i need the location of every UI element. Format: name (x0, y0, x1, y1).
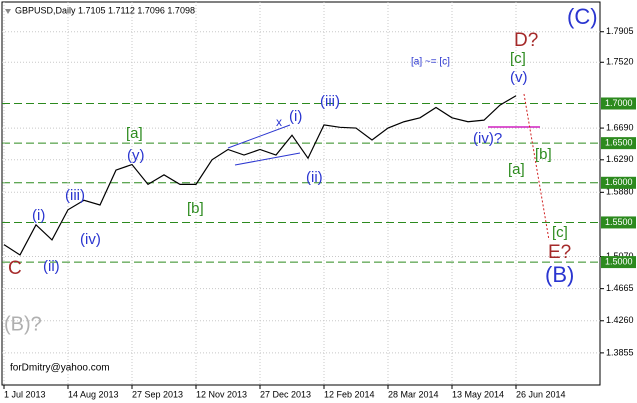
level-tag (601, 256, 636, 269)
note: [a] ~= [c] (411, 57, 450, 68)
wave-label: (C) (567, 4, 598, 29)
wave-label: (i) (289, 108, 302, 125)
wave-label: (B)? (4, 313, 42, 335)
x-tick-label: 27 Dec 2013 (260, 389, 311, 399)
x-tick-label: 28 Mar 2014 (388, 389, 439, 399)
triangle-line (234, 152, 301, 166)
x-tick-label: 12 Nov 2013 (196, 389, 247, 399)
x-tick-label: 26 Jun 2014 (516, 389, 566, 399)
level-label: 1.5500 (605, 217, 633, 227)
wave-label: [c] (510, 50, 526, 67)
level-tag (601, 176, 636, 189)
wave-label: [a] (508, 161, 525, 178)
chart-title: GBPUSD,Daily 1.7105 1.7112 1.7096 1.7098 (15, 5, 195, 15)
triangle-line (227, 124, 291, 149)
wave-label: D? (514, 30, 538, 51)
x-tick-label: 14 Aug 2013 (68, 389, 119, 399)
wave-label: [c] (552, 224, 568, 241)
level-label: 1.6000 (605, 177, 633, 187)
y-tick-label: 1.4260 (606, 315, 634, 325)
y-tick-label: 1.3855 (606, 347, 634, 357)
wave-label: E? (548, 242, 571, 263)
projection-line (523, 93, 550, 241)
wave-label: (ii) (306, 169, 323, 186)
grid (2, 2, 600, 385)
level-label: 1.7000 (605, 98, 633, 108)
wave-label: (i) (32, 207, 45, 224)
x-tick-label: 12 Feb 2014 (324, 389, 375, 399)
wave-label: (ii) (43, 258, 60, 275)
watermark: forDmitry@yahoo.com (10, 363, 110, 374)
wave-label: [b] (535, 146, 552, 163)
level-tag (601, 97, 636, 110)
x-tick-label: 13 May 2014 (452, 389, 504, 399)
wave-label: (iii) (320, 93, 340, 110)
price-line (3, 95, 517, 256)
wave-label: (iv) (80, 231, 101, 248)
wave-label: [b] (187, 200, 204, 217)
y-tick-label: 1.7905 (606, 26, 634, 36)
symbol-icon (5, 9, 11, 14)
marks (3, 95, 517, 256)
y-tick-label: 1.6290 (606, 154, 634, 164)
y-tick-label: 1.6690 (606, 122, 634, 132)
wave-label: (iv)? (473, 130, 502, 147)
y-tick-label: 1.5880 (606, 187, 634, 197)
x-tick-label: 27 Sep 2013 (132, 389, 183, 399)
wave-label: C (8, 258, 22, 279)
wave-label: (y) (127, 147, 145, 164)
y-tick-label: 1.7520 (606, 57, 634, 67)
level-label: 1.6500 (605, 138, 633, 148)
wave-label: x (276, 115, 282, 129)
x-tick-label: 1 Jul 2013 (4, 389, 46, 399)
wave-label: (iii) (65, 187, 85, 204)
y-tick-label: 1.5070 (606, 251, 634, 261)
wave-label: (v) (510, 69, 528, 86)
wave-label: [a] (126, 125, 143, 142)
y-tick-label: 1.4665 (606, 283, 634, 293)
level-tag (601, 216, 636, 229)
wave-label: (B) (545, 262, 574, 287)
level-tag (601, 137, 636, 150)
level-label: 1.5000 (605, 256, 633, 266)
